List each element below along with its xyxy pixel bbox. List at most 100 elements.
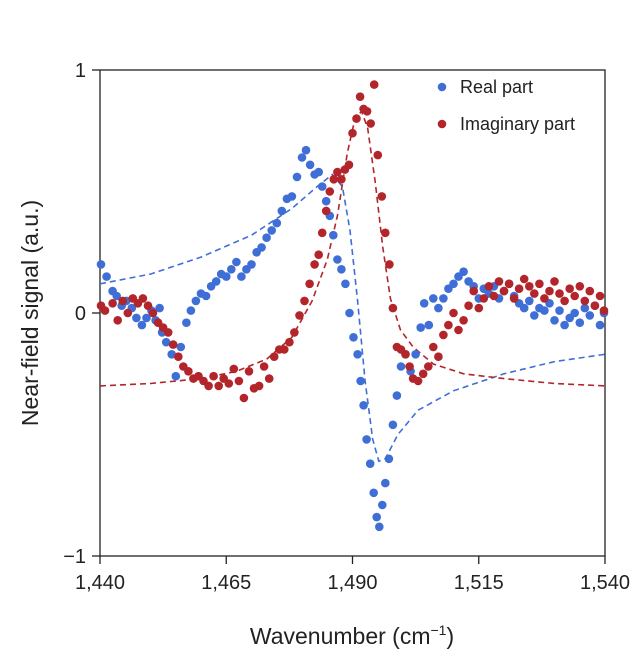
data-point-imaginary-part	[530, 289, 539, 298]
data-point-imaginary-part	[454, 325, 463, 335]
data-point-real-part	[341, 279, 350, 289]
data-point-imaginary-part	[525, 282, 534, 291]
data-point-real-part	[272, 218, 282, 228]
data-point-real-part	[333, 255, 342, 264]
data-point-imaginary-part	[300, 296, 309, 306]
data-point-real-part	[337, 265, 346, 274]
x-tick-label: 1,490	[327, 572, 377, 594]
data-point-imaginary-part	[479, 294, 489, 303]
data-point-imaginary-part	[519, 274, 529, 284]
data-point-real-part	[365, 459, 375, 469]
data-point-imaginary-part	[590, 301, 600, 311]
data-point-imaginary-part	[381, 228, 390, 238]
data-point-real-part	[161, 337, 171, 347]
x-tick-label: 1,440	[75, 572, 125, 594]
data-point-real-part	[362, 435, 371, 444]
data-point-real-part	[102, 272, 111, 281]
data-point-real-part	[550, 316, 559, 325]
data-point-real-part	[267, 226, 277, 235]
data-point-real-part	[381, 478, 390, 488]
data-point-imaginary-part	[174, 352, 183, 362]
legend-marker-real-part	[437, 82, 447, 92]
data-point-imaginary-part	[214, 381, 223, 391]
data-point-imaginary-part	[424, 362, 433, 371]
axis-ticks: 1,440 1,465 1,490 1,515 1,540 −1 0 1	[63, 60, 630, 594]
data-point-real-part	[292, 172, 302, 182]
data-point-imaginary-part	[449, 308, 458, 318]
x-tick-label: 1,515	[454, 572, 504, 594]
data-point-imaginary-part	[560, 296, 569, 306]
data-point-real-part	[555, 306, 564, 315]
data-point-imaginary-part	[540, 294, 549, 303]
series-real-part	[96, 145, 609, 532]
data-point-real-part	[132, 313, 141, 323]
data-point-imaginary-part	[388, 303, 398, 313]
data-point-imaginary-part	[310, 260, 319, 269]
data-point-imaginary-part	[484, 282, 494, 291]
data-point-imaginary-part	[290, 328, 299, 337]
data-point-imaginary-part	[285, 337, 294, 347]
data-point-imaginary-part	[254, 381, 264, 391]
y-tick-label: 1	[75, 60, 86, 82]
data-point-imaginary-part	[439, 330, 448, 340]
data-point-imaginary-part	[168, 340, 178, 349]
data-point-real-part	[305, 160, 315, 170]
data-point-real-part	[222, 272, 231, 281]
data-point-imaginary-part	[595, 291, 605, 301]
data-point-imaginary-part	[269, 352, 279, 362]
data-point-real-part	[396, 362, 406, 371]
data-point-real-part	[257, 243, 266, 252]
data-point-real-part	[171, 371, 181, 381]
data-point-imaginary-part	[108, 299, 117, 308]
data-point-real-part	[424, 320, 434, 330]
data-point-real-part	[191, 296, 201, 306]
data-point-imaginary-part	[229, 364, 239, 374]
data-point-imaginary-part	[373, 150, 383, 160]
data-point-imaginary-part	[138, 294, 148, 303]
legend-label-real-part: Real part	[460, 77, 533, 97]
data-point-real-part	[372, 512, 382, 522]
data-point-real-part	[211, 277, 221, 286]
data-point-imaginary-part	[565, 284, 574, 294]
data-point-imaginary-part	[118, 296, 127, 306]
data-point-real-part	[595, 320, 605, 330]
data-point-real-part	[227, 265, 236, 274]
data-point-real-part	[429, 294, 438, 303]
data-point-real-part	[176, 342, 186, 352]
data-point-imaginary-part	[325, 187, 335, 196]
fit-curve-real-part	[99, 173, 606, 463]
data-point-imaginary-part	[259, 362, 269, 371]
data-point-real-part	[317, 182, 327, 191]
y-tick-label: 0	[75, 303, 86, 325]
data-point-imaginary-part	[509, 294, 519, 303]
data-point-real-part	[525, 296, 534, 306]
data-point-imaginary-part	[474, 303, 484, 313]
data-point-imaginary-part	[209, 371, 218, 381]
data-point-real-part	[137, 320, 147, 330]
data-point-real-part	[388, 420, 398, 430]
data-point-real-part	[570, 308, 579, 318]
data-point-imaginary-part	[355, 92, 365, 101]
data-point-real-part	[277, 206, 287, 216]
data-point-imaginary-part	[163, 328, 173, 337]
data-point-real-part	[375, 522, 384, 532]
data-point-imaginary-part	[366, 119, 376, 128]
data-point-real-part	[297, 153, 307, 162]
data-point-imaginary-part	[239, 393, 249, 403]
data-point-real-part	[247, 260, 256, 269]
data-point-real-part	[419, 299, 429, 308]
data-point-imaginary-part	[348, 128, 357, 138]
data-point-imaginary-part	[337, 175, 346, 184]
data-point-imaginary-part	[469, 286, 479, 296]
data-point-imaginary-part	[575, 282, 585, 291]
data-point-real-part	[349, 333, 358, 342]
data-point-real-part	[384, 454, 394, 464]
data-point-imaginary-part	[344, 160, 354, 170]
data-point-real-part	[580, 303, 590, 313]
data-point-imaginary-part	[413, 376, 423, 386]
x-tick-label: 1,465	[201, 572, 251, 594]
y-axis-title: Near-field signal (a.u.)	[17, 200, 43, 426]
data-point-real-part	[359, 401, 368, 410]
data-point-imaginary-part	[234, 376, 244, 386]
data-point-real-part	[411, 350, 420, 359]
